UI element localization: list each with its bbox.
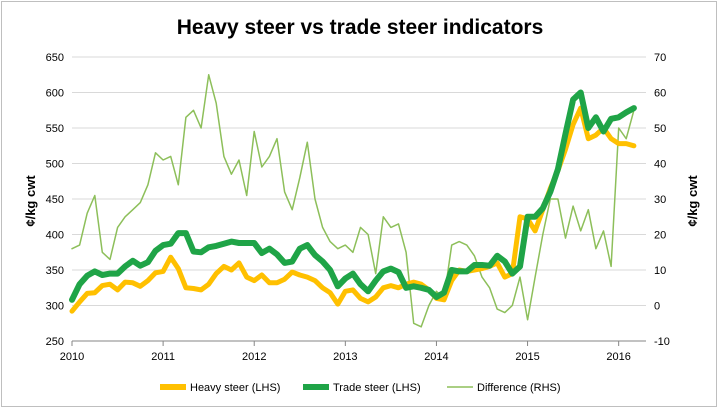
y-axis-right-label: ¢/kg cwt: [685, 175, 700, 227]
x-tick-label: 2011: [151, 351, 175, 363]
legend-label-heavy-steer: Heavy steer (LHS): [190, 382, 280, 394]
x-tick-label: 2013: [333, 351, 357, 363]
y-tick-label-right: 0: [654, 301, 660, 313]
x-axis-ticks: 2010 2011 2012 2013 2014 2015 2016: [60, 341, 631, 363]
y-tick-label-left: 600: [46, 88, 64, 100]
x-tick-label: 2016: [606, 351, 630, 363]
y-tick-label-left: 300: [46, 301, 64, 313]
legend-label-trade-steer: Trade steer (LHS): [333, 382, 421, 394]
y-tick-label-left: 450: [46, 194, 64, 206]
x-tick-label: 2014: [424, 351, 448, 363]
x-tick-label: 2012: [242, 351, 266, 363]
y-tick-label-left: 250: [46, 336, 64, 348]
y-axis-left-ticks: 250 300 350 400 450 500 550 600 650: [46, 52, 64, 348]
legend-label-difference: Difference (RHS): [477, 382, 561, 394]
y-axis-left-label: ¢/kg cwt: [23, 175, 38, 227]
y-tick-label-right: 70: [654, 52, 666, 64]
y-tick-label-left: 500: [46, 159, 64, 171]
y-tick-label-left: 350: [46, 265, 64, 277]
y-tick-label-right: 20: [654, 230, 666, 242]
series-group: [69, 74, 637, 328]
gridlines: [72, 56, 646, 306]
y-tick-label-left: 650: [46, 52, 64, 64]
chart-title: Heavy steer vs trade steer indicators: [177, 16, 544, 39]
series-line-difference: [71, 74, 635, 328]
y-tick-label-left: 400: [46, 230, 64, 242]
x-tick-label: 2010: [60, 351, 84, 363]
series-line-trade-steer: [69, 89, 637, 303]
y-axis-right-ticks: -10 0 10 20 30 40 50 60 70: [654, 52, 670, 348]
y-tick-label-right: 10: [654, 265, 666, 277]
legend: Heavy steer (LHS) Trade steer (LHS) Diff…: [160, 382, 561, 394]
series-line-heavy-steer: [69, 105, 637, 314]
y-tick-label-right: 40: [654, 159, 666, 171]
x-tick-label: 2015: [515, 351, 539, 363]
y-tick-label-left: 550: [46, 123, 64, 135]
y-tick-label-right: 30: [654, 194, 666, 206]
y-tick-label-right: 60: [654, 88, 666, 100]
y-tick-label-right: 50: [654, 123, 666, 135]
y-tick-label-right: -10: [654, 336, 670, 348]
